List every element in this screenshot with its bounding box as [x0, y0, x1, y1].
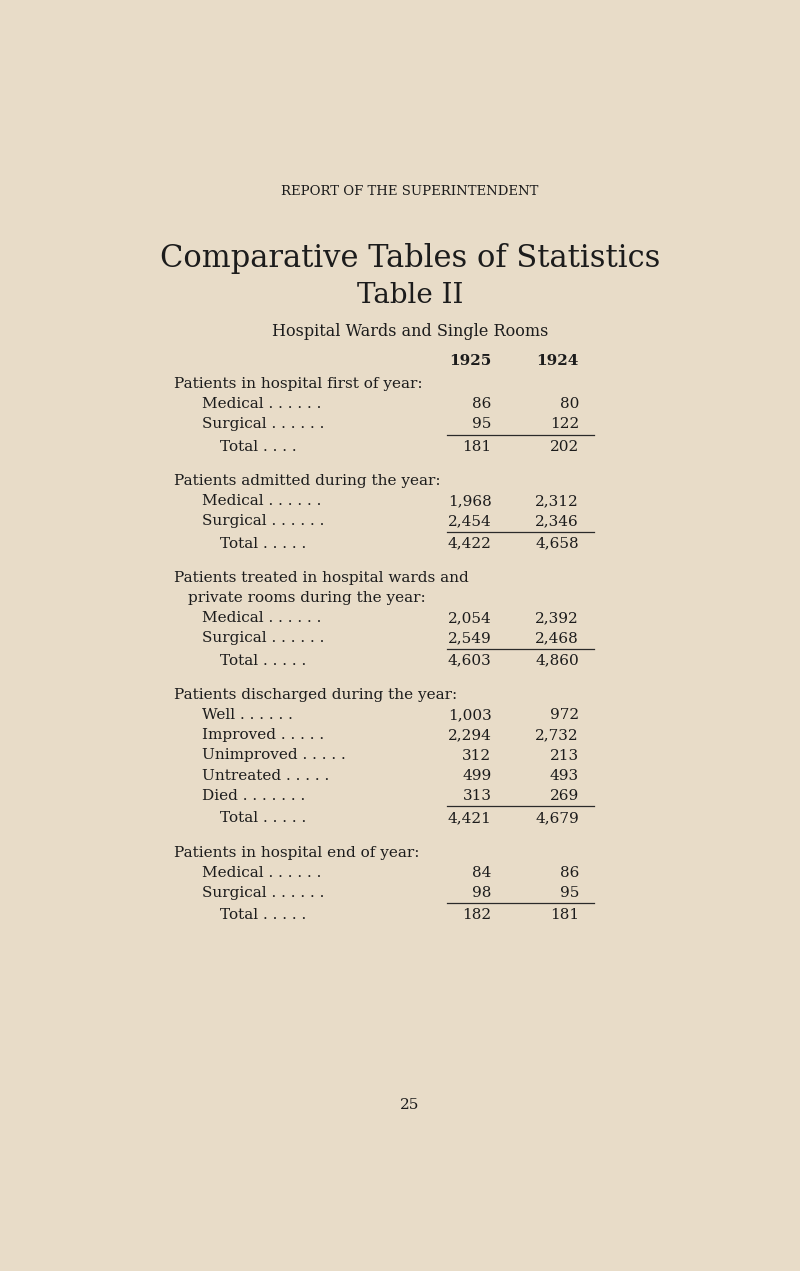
Text: 493: 493: [550, 769, 579, 783]
Text: 2,549: 2,549: [448, 632, 491, 646]
Text: 312: 312: [462, 749, 491, 763]
Text: 2,346: 2,346: [535, 515, 579, 529]
Text: Total . . . . .: Total . . . . .: [220, 811, 306, 825]
Text: Total . . . . .: Total . . . . .: [220, 536, 306, 550]
Text: Medical . . . . . .: Medical . . . . . .: [202, 398, 322, 412]
Text: 4,422: 4,422: [447, 536, 491, 550]
Text: Improved . . . . .: Improved . . . . .: [202, 728, 325, 742]
Text: Surgical . . . . . .: Surgical . . . . . .: [202, 632, 325, 646]
Text: Surgical . . . . . .: Surgical . . . . . .: [202, 417, 325, 431]
Text: 972: 972: [550, 708, 579, 722]
Text: 84: 84: [472, 866, 491, 880]
Text: 1924: 1924: [537, 355, 579, 369]
Text: 86: 86: [559, 866, 579, 880]
Text: 1,968: 1,968: [448, 494, 491, 508]
Text: 98: 98: [472, 886, 491, 900]
Text: Total . . . . .: Total . . . . .: [220, 653, 306, 667]
Text: Patients in hospital end of year:: Patients in hospital end of year:: [174, 845, 419, 859]
Text: 202: 202: [550, 440, 579, 454]
Text: 2,468: 2,468: [535, 632, 579, 646]
Text: Untreated . . . . .: Untreated . . . . .: [202, 769, 330, 783]
Text: 95: 95: [559, 886, 579, 900]
Text: Surgical . . . . . .: Surgical . . . . . .: [202, 515, 325, 529]
Text: Table II: Table II: [357, 282, 463, 309]
Text: Patients treated in hospital wards and: Patients treated in hospital wards and: [174, 572, 468, 586]
Text: Patients admitted during the year:: Patients admitted during the year:: [174, 474, 440, 488]
Text: 1925: 1925: [449, 355, 491, 369]
Text: 122: 122: [550, 417, 579, 431]
Text: 2,454: 2,454: [448, 515, 491, 529]
Text: 2,392: 2,392: [535, 611, 579, 625]
Text: Well . . . . . .: Well . . . . . .: [202, 708, 293, 722]
Text: private rooms during the year:: private rooms during the year:: [187, 591, 426, 605]
Text: 213: 213: [550, 749, 579, 763]
Text: 181: 181: [550, 907, 579, 921]
Text: 4,679: 4,679: [535, 811, 579, 825]
Text: REPORT OF THE SUPERINTENDENT: REPORT OF THE SUPERINTENDENT: [282, 184, 538, 198]
Text: Hospital Wards and Single Rooms: Hospital Wards and Single Rooms: [272, 323, 548, 341]
Text: Medical . . . . . .: Medical . . . . . .: [202, 494, 322, 508]
Text: Unimproved . . . . .: Unimproved . . . . .: [202, 749, 346, 763]
Text: 2,294: 2,294: [447, 728, 491, 742]
Text: 4,421: 4,421: [447, 811, 491, 825]
Text: Surgical . . . . . .: Surgical . . . . . .: [202, 886, 325, 900]
Text: 4,860: 4,860: [535, 653, 579, 667]
Text: Patients in hospital first of year:: Patients in hospital first of year:: [174, 377, 422, 391]
Text: 499: 499: [462, 769, 491, 783]
Text: 182: 182: [462, 907, 491, 921]
Text: Died . . . . . . .: Died . . . . . . .: [202, 788, 306, 802]
Text: 95: 95: [472, 417, 491, 431]
Text: Comparative Tables of Statistics: Comparative Tables of Statistics: [160, 243, 660, 275]
Text: 2,732: 2,732: [535, 728, 579, 742]
Text: 80: 80: [559, 398, 579, 412]
Text: 2,312: 2,312: [535, 494, 579, 508]
Text: 4,603: 4,603: [448, 653, 491, 667]
Text: 86: 86: [472, 398, 491, 412]
Text: Medical . . . . . .: Medical . . . . . .: [202, 611, 322, 625]
Text: 25: 25: [400, 1098, 420, 1112]
Text: Medical . . . . . .: Medical . . . . . .: [202, 866, 322, 880]
Text: Total . . . .: Total . . . .: [220, 440, 297, 454]
Text: Patients discharged during the year:: Patients discharged during the year:: [174, 689, 457, 703]
Text: 181: 181: [462, 440, 491, 454]
Text: 4,658: 4,658: [535, 536, 579, 550]
Text: 1,003: 1,003: [448, 708, 491, 722]
Text: Total . . . . .: Total . . . . .: [220, 907, 306, 921]
Text: 2,054: 2,054: [448, 611, 491, 625]
Text: 269: 269: [550, 788, 579, 802]
Text: 313: 313: [462, 788, 491, 802]
